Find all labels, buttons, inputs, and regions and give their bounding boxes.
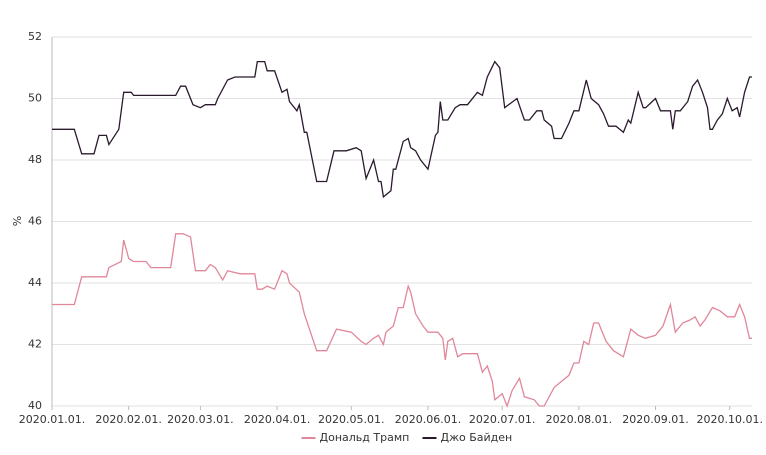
x-tick-label: 2020.03.01. (167, 413, 233, 426)
x-tick-label: 2020.01.01. (19, 413, 85, 426)
y-tick-label: 44 (28, 276, 42, 289)
x-tick-label: 2020.02.01. (95, 413, 161, 426)
legend-label: Дональд Трамп (320, 431, 410, 444)
x-tick-label: 2020.06.01. (395, 413, 461, 426)
y-tick-label: 46 (28, 215, 42, 228)
y-tick-label: 42 (28, 338, 42, 351)
y-axis-label: % (11, 216, 24, 226)
x-tick-label: 2020.10.01. (696, 413, 762, 426)
y-tick-label: 52 (28, 30, 42, 43)
legend-label: Джо Байден (441, 431, 513, 444)
y-tick-label: 40 (28, 399, 42, 412)
x-tick-label: 2020.08.01. (546, 413, 612, 426)
x-tick-label: 2020.07.01. (469, 413, 535, 426)
x-tick-label: 2020.05.01. (318, 413, 384, 426)
y-tick-label: 50 (28, 92, 42, 105)
series-line (52, 60, 752, 199)
x-tick-label: 2020.09.01. (622, 413, 688, 426)
x-tick-label: 2020.04.01. (244, 413, 310, 426)
series-line (52, 233, 752, 408)
y-tick-label: 48 (28, 153, 42, 166)
